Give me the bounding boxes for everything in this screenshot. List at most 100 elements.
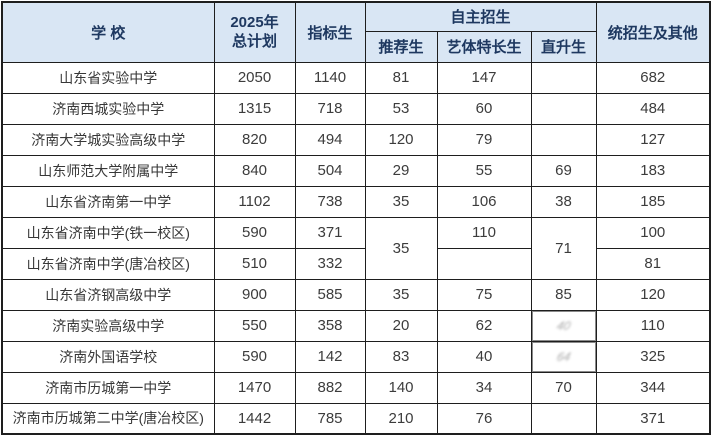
cell-school: 济南外国语学校 [1,340,215,373]
cell-quota: 332 [294,247,366,280]
cell-direct [530,92,597,125]
table-row: 山东省济钢高级中学 900 585 35 75 85 120 [1,278,711,311]
cell-quota: 494 [294,123,366,156]
cell-school: 山东省济南中学(唐冶校区) [1,247,215,280]
table-body: 山东省实验中学 2050 1140 81 147 682 济南西城实验中学 13… [1,61,711,435]
cell-quota: 371 [294,216,366,249]
cell-unified: 185 [595,185,711,218]
cell-quota: 358 [294,309,366,342]
cell-plan: 2050 [213,61,296,94]
cell-quota: 718 [294,92,366,125]
header-independent-group: 自主招生 [364,1,597,32]
cell-quota: 585 [294,278,366,311]
table-header: 学 校 2025年 总计划 指标生 自主招生 统招生及其他 推荐生 艺体特长生 … [1,1,711,63]
cell-art-sports: 79 [436,123,532,156]
cell-recommended-merged: 35 [364,216,438,280]
cell-art-sports: 55 [436,154,532,187]
cell-school: 济南市历城第二中学(唐冶校区) [1,402,215,435]
cell-plan: 820 [213,123,296,156]
cell-recommended: 35 [364,185,438,218]
cell-art-sports: 147 [436,61,532,94]
header-recommended: 推荐生 [364,30,438,63]
cell-school: 济南西城实验中学 [1,92,215,125]
header-quota: 指标生 [294,1,366,63]
cell-direct: 85 [530,278,597,311]
cell-recommended: 83 [364,340,438,373]
cell-recommended: 29 [364,154,438,187]
cell-unified: 110 [595,309,711,342]
cell-quota: 785 [294,402,366,435]
cell-school: 济南大学城实验高级中学 [1,123,215,156]
cell-school: 山东省济南中学(铁一校区) [1,216,215,249]
cell-quota: 738 [294,185,366,218]
cell-recommended: 140 [364,371,438,404]
header-unified-other: 统招生及其他 [595,1,711,63]
cell-quota: 1140 [294,61,366,94]
cell-art-sports: 110 [436,216,532,249]
cell-unified: 325 [595,340,711,373]
cell-school: 济南市历城第一中学 [1,371,215,404]
cell-plan: 1442 [213,402,296,435]
cell-art-sports: 76 [436,402,532,435]
cell-direct: 69 [530,154,597,187]
cell-unified: 371 [595,402,711,435]
cell-school: 山东师范大学附属中学 [1,154,215,187]
cell-plan: 900 [213,278,296,311]
table-row: 济南西城实验中学 1315 718 53 60 484 [1,92,711,125]
cell-direct [530,61,597,94]
table-row: 山东省实验中学 2050 1140 81 147 682 [1,61,711,94]
header-art-sports: 艺体特长生 [436,30,532,63]
cell-direct [530,123,597,156]
table-row: 济南市历城第一中学 1470 882 140 34 70 344 [1,371,711,404]
cell-plan: 1470 [213,371,296,404]
cell-plan: 590 [213,340,296,373]
cell-direct-merged: 71 [530,216,597,280]
cell-direct: 38 [530,185,597,218]
cell-art-sports: 60 [436,92,532,125]
cell-unified: 127 [595,123,711,156]
ghost-mark: 40 [555,319,572,333]
cell-recommended: 35 [364,278,438,311]
cell-school: 山东省济钢高级中学 [1,278,215,311]
header-plan-line1: 2025年 [230,14,279,32]
table-row: 山东师范大学附属中学 840 504 29 55 69 183 [1,154,711,187]
header-school: 学 校 [1,1,215,63]
cell-plan: 590 [213,216,296,249]
cell-art-sports: 40 [436,340,532,373]
table-row: 济南大学城实验高级中学 820 494 120 79 127 [1,123,711,156]
cell-recommended: 120 [364,123,438,156]
cell-unified: 100 [595,216,711,249]
cell-quota: 882 [294,371,366,404]
table-row: 济南实验高级中学 550 358 20 62 40 110 [1,309,711,342]
cell-unified: 484 [595,92,711,125]
cell-recommended: 20 [364,309,438,342]
header-plan-line2: 总计划 [231,33,277,51]
cell-art-sports [436,247,532,280]
cell-direct-erased: 64 [530,340,597,373]
cell-recommended: 210 [364,402,438,435]
table-row: 山东省济南中学(铁一校区) 590 371 35 110 71 100 [1,216,711,280]
cell-plan: 1315 [213,92,296,125]
ghost-mark: 64 [555,350,572,364]
cell-quota: 504 [294,154,366,187]
cell-art-sports: 106 [436,185,532,218]
cell-unified: 682 [595,61,711,94]
cell-direct: 70 [530,371,597,404]
header-direct: 直升生 [530,30,597,63]
header-plan-2025: 2025年 总计划 [213,1,296,63]
table-row: 山东省济南第一中学 1102 738 35 106 38 185 [1,185,711,218]
cell-unified: 344 [595,371,711,404]
cell-unified: 81 [595,247,711,280]
cell-school: 山东省实验中学 [1,61,215,94]
cell-art-sports: 34 [436,371,532,404]
cell-quota: 142 [294,340,366,373]
cell-unified: 183 [595,154,711,187]
table-row: 济南外国语学校 590 142 83 40 64 325 [1,340,711,373]
cell-recommended: 81 [364,61,438,94]
cell-art-sports: 75 [436,278,532,311]
table-row: 山东省济南中学(唐冶校区) 510 332 81 [1,247,711,280]
cell-plan: 510 [213,247,296,280]
cell-direct [530,402,597,435]
